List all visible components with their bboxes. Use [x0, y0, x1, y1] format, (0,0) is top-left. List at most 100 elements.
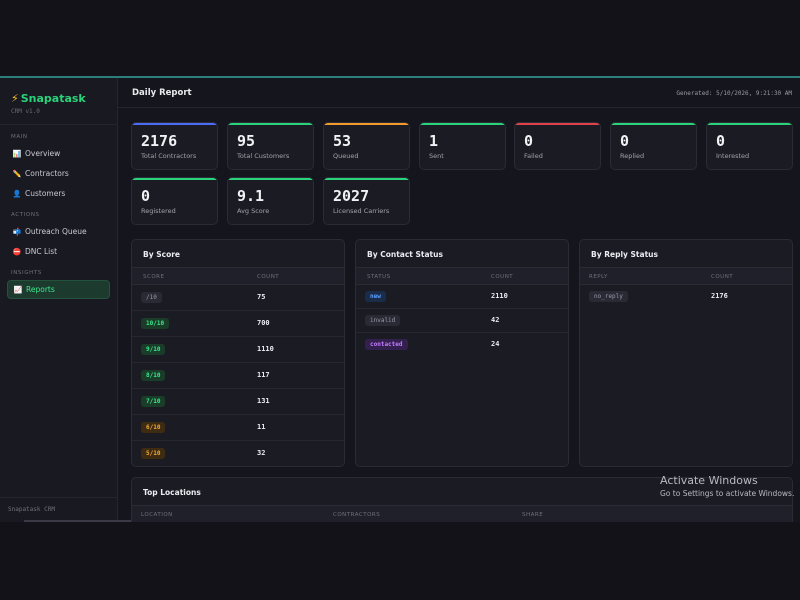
sidebar-divider	[0, 497, 118, 498]
table-header: Reply Count	[580, 267, 792, 285]
score-badge: 8/10	[141, 370, 166, 381]
table-row: invalid 42	[356, 309, 568, 333]
stat-value: 0	[716, 132, 726, 150]
section-label-actions: Actions	[11, 212, 40, 218]
stat-value: 9.1	[237, 187, 265, 205]
sidebar-item-outreach-queue[interactable]: 📬 Outreach Queue	[7, 222, 110, 241]
sidebar-divider	[0, 124, 118, 125]
sidebar-footer: Snapatask CRM	[8, 506, 55, 513]
status-badge: new	[365, 291, 386, 302]
row-count: 2176	[711, 292, 728, 300]
score-badge: 10/10	[141, 318, 170, 329]
stat-label: Total Customers	[237, 152, 290, 160]
column-header-contractors: Contractors	[333, 512, 381, 518]
table-row: no_reply 2176	[580, 285, 792, 309]
table-row: 9/10 1110	[132, 337, 344, 363]
row-count: 700	[257, 319, 270, 327]
brand-name: Snapatask	[20, 92, 86, 105]
stat-value: 95	[237, 132, 256, 150]
page-title: Daily Report	[132, 88, 192, 98]
by-score-panel: By Score Score Count /10 75 10/10 700 9/…	[131, 239, 345, 467]
stat-card-registered: 0 Registered	[131, 177, 218, 225]
sidebar-item-label: Contractors	[25, 169, 69, 178]
column-header-score: Score	[143, 274, 165, 280]
desktop-bottom-area	[0, 522, 800, 600]
row-count: 75	[257, 293, 266, 301]
row-count: 131	[257, 397, 270, 405]
sidebar-item-label: Reports	[26, 285, 55, 294]
row-count: 42	[491, 316, 500, 324]
stat-accent-bar	[611, 123, 696, 125]
table-header: Score Count	[132, 267, 344, 285]
no-entry-icon: ⛔	[12, 247, 22, 256]
table-header: Status Count	[356, 267, 568, 285]
sidebar-item-customers[interactable]: 👤 Customers	[7, 184, 110, 203]
pencil-icon: ✏️	[12, 169, 22, 178]
stat-label: Total Contractors	[141, 152, 197, 160]
stat-accent-bar	[228, 178, 313, 180]
score-badge: 6/10	[141, 422, 166, 433]
by-reply-status-panel: By Reply Status Reply Count no_reply 217…	[579, 239, 793, 467]
top-locations-panel: Top Locations Location Contractors Share	[131, 477, 793, 522]
stat-accent-bar	[132, 178, 217, 180]
score-badge: 9/10	[141, 344, 166, 355]
watermark-subtitle: Go to Settings to activate Windows.	[660, 489, 795, 498]
table-row: new 2110	[356, 285, 568, 309]
score-badge: 5/10	[141, 448, 166, 459]
stat-card-interested: 0 Interested	[706, 122, 793, 170]
sidebar-item-contractors[interactable]: ✏️ Contractors	[7, 164, 110, 183]
panel-title: By Reply Status	[591, 250, 658, 259]
table-row: 10/10 700	[132, 311, 344, 337]
stat-card-failed: 0 Failed	[514, 122, 601, 170]
stat-label: Replied	[620, 152, 645, 160]
table-row: 5/10 32	[132, 441, 344, 466]
page-header: Daily Report Generated: 5/10/2026, 9:21:…	[118, 78, 800, 108]
stat-label: Failed	[524, 152, 543, 160]
reply-badge: no_reply	[589, 291, 628, 302]
score-badge: 7/10	[141, 396, 166, 407]
stat-card-replied: 0 Replied	[610, 122, 697, 170]
user-icon: 👤	[12, 189, 22, 198]
app-version: CRM v1.0	[11, 108, 40, 115]
row-count: 32	[257, 449, 266, 457]
column-header-location: Location	[141, 512, 173, 518]
trend-chart-icon: 📈	[13, 285, 23, 294]
row-count: 11	[257, 423, 266, 431]
sidebar-item-dnc-list[interactable]: ⛔ DNC List	[7, 242, 110, 261]
app-window: ⚡ Snapatask CRM v1.0 Main 📊 Overview ✏️ Con…	[0, 78, 800, 522]
table-row: 8/10 117	[132, 363, 344, 389]
table-header: Location Contractors Share	[132, 505, 792, 522]
sidebar-item-overview[interactable]: 📊 Overview	[7, 144, 110, 163]
lightning-icon: ⚡	[11, 92, 19, 105]
windows-activation-watermark: Activate Windows Go to Settings to activ…	[660, 474, 794, 498]
status-badge: invalid	[365, 315, 401, 326]
column-header-count: Count	[491, 274, 514, 280]
generated-timestamp: Generated: 5/10/2026, 9:21:30 AM	[676, 90, 792, 97]
sidebar-item-reports[interactable]: 📈 Reports	[7, 280, 110, 299]
main-content: Daily Report Generated: 5/10/2026, 9:21:…	[118, 78, 800, 522]
stat-value: 0	[620, 132, 630, 150]
stat-accent-bar	[132, 123, 217, 125]
stat-label: Queued	[333, 152, 359, 160]
stat-label: Licensed Carriers	[333, 207, 390, 215]
column-header-reply: Reply	[589, 274, 608, 280]
column-header-share: Share	[522, 512, 544, 518]
table-row: 7/10 131	[132, 389, 344, 415]
panel-title: Top Locations	[143, 488, 201, 497]
stat-card-queued: 53 Queued	[323, 122, 410, 170]
score-badge: /10	[141, 292, 162, 303]
brand-logo[interactable]: ⚡ Snapatask	[11, 92, 86, 105]
stat-value: 53	[333, 132, 352, 150]
sidebar-item-label: Overview	[25, 149, 61, 158]
horizontal-scrollbar[interactable]	[24, 520, 152, 522]
stat-card-licensed-carriers: 2027 Licensed Carriers	[323, 177, 410, 225]
table-row: 6/10 11	[132, 415, 344, 441]
row-count: 24	[491, 340, 500, 348]
column-header-count: Count	[257, 274, 280, 280]
stat-value: 0	[141, 187, 151, 205]
sidebar-item-label: Outreach Queue	[25, 227, 87, 236]
desktop-top-area	[0, 0, 800, 76]
stat-value: 1	[429, 132, 439, 150]
stat-label: Interested	[716, 152, 750, 160]
stat-accent-bar	[228, 123, 313, 125]
